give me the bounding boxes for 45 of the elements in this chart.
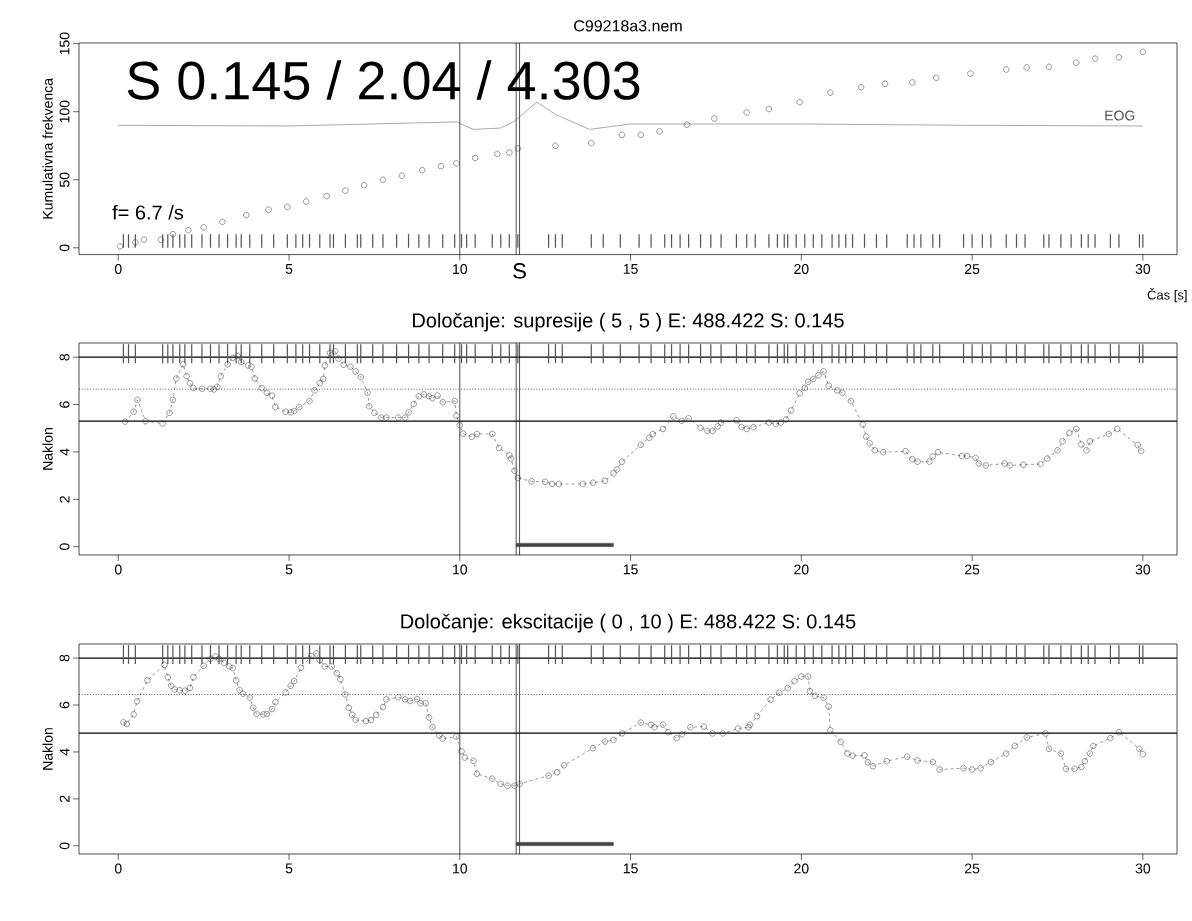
series-label: EOG [1105,110,1135,121]
x-tick-label: 5 [285,863,293,874]
x-tick-label: 25 [965,863,980,874]
y-tick-label: 2 [59,496,70,503]
x-tick-label: 0 [114,564,122,575]
x-tick-label: 20 [794,564,809,575]
x-tick-label: 30 [1135,863,1151,874]
ref-line-label: S [513,263,526,279]
x-tick-label: 15 [623,564,638,575]
x-tick-label: 30 [1135,264,1151,275]
x-tick-label: 10 [453,264,468,275]
chart-title: Določanje: ekscitacije ( 0 , 10 ) E: 488.422 S: 0.145 [401,613,856,633]
y-tick-label: 6 [59,701,70,709]
y-tick-label: 2 [59,795,70,803]
x-tick-label: 10 [453,564,468,575]
y-tick-label: 8 [59,353,70,361]
x-tick-label: 20 [794,863,809,874]
x-axis-title: Čas [s] [1147,288,1187,303]
y-tick-label: 0 [59,543,70,551]
x-tick-label: 15 [623,264,638,274]
x-tick-label: 5 [285,264,293,274]
x-tick-label: 5 [285,564,293,575]
y-axis-title: Naklon [42,728,53,770]
x-tick-label: 0 [114,863,122,874]
y-tick-label: 8 [59,654,70,662]
y-tick-label: 0 [59,842,70,850]
x-tick-label: 20 [794,264,809,275]
x-tick-label: 25 [965,264,980,275]
x-tick-label: 25 [965,564,980,575]
y-tick-label: 4 [59,748,70,756]
chart-title: C99218a3.nem [574,20,682,32]
annotation: f= 6.7 /s [112,204,184,220]
y-tick-label: 6 [59,401,70,408]
y-axis-title: Kumulativna frekvenca [42,78,53,219]
x-tick-label: 15 [623,863,638,874]
x-tick-label: 10 [453,863,468,874]
y-axis-title: Naklon [42,428,53,470]
x-tick-label: 0 [114,264,122,275]
y-tick-label: 100 [59,100,70,123]
chart-title: Določanje: supresije ( 5 , 5 ) E: 488.422 S: 0.145 [413,312,844,332]
y-tick-label: 150 [59,32,70,55]
y-tick-label: 4 [59,448,70,456]
x-tick-label: 30 [1135,564,1151,575]
y-tick-label: 0 [59,244,70,252]
y-tick-label: 50 [59,172,70,187]
